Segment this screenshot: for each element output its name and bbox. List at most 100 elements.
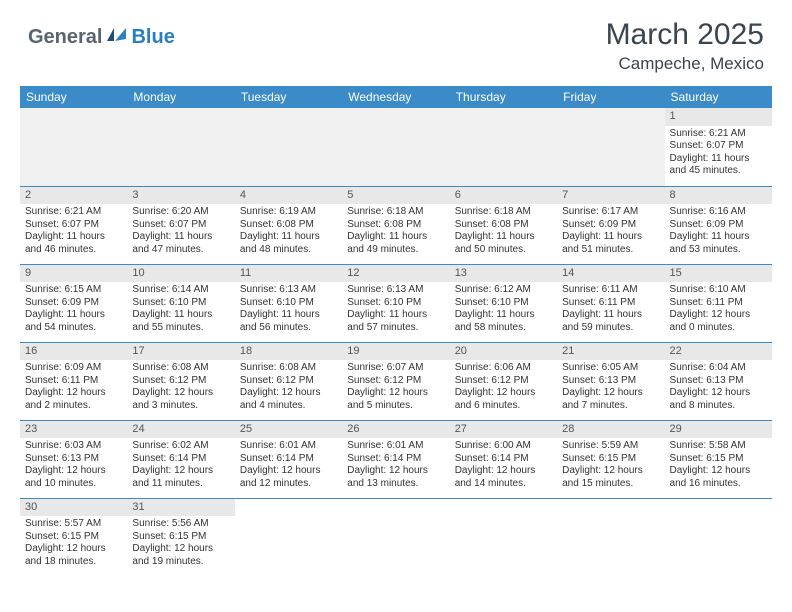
calendar-cell: 30Sunrise: 5:57 AMSunset: 6:15 PMDayligh… <box>20 498 127 576</box>
daylight-text: Daylight: 11 hours and 49 minutes. <box>347 231 444 256</box>
day-number: 20 <box>450 343 557 361</box>
title-block: March 2025 Campeche, Mexico <box>606 18 764 74</box>
day-number: 15 <box>665 265 772 283</box>
calendar-cell: 24Sunrise: 6:02 AMSunset: 6:14 PMDayligh… <box>127 420 234 498</box>
daylight-text: Daylight: 11 hours and 53 minutes. <box>670 231 767 256</box>
sunset-text: Sunset: 6:14 PM <box>240 453 337 466</box>
daylight-text: Daylight: 12 hours and 12 minutes. <box>240 465 337 490</box>
sunrise-text: Sunrise: 6:16 AM <box>670 206 767 219</box>
sunrise-text: Sunrise: 6:08 AM <box>132 362 229 375</box>
calendar-cell: 22Sunrise: 6:04 AMSunset: 6:13 PMDayligh… <box>665 342 772 420</box>
calendar-cell: 17Sunrise: 6:08 AMSunset: 6:12 PMDayligh… <box>127 342 234 420</box>
calendar-cell: 8Sunrise: 6:16 AMSunset: 6:09 PMDaylight… <box>665 186 772 264</box>
daylight-text: Daylight: 11 hours and 54 minutes. <box>25 309 122 334</box>
sunset-text: Sunset: 6:14 PM <box>132 453 229 466</box>
sunrise-text: Sunrise: 6:06 AM <box>455 362 552 375</box>
calendar-cell: 25Sunrise: 6:01 AMSunset: 6:14 PMDayligh… <box>235 420 342 498</box>
daylight-text: Daylight: 12 hours and 0 minutes. <box>670 309 767 334</box>
sunset-text: Sunset: 6:09 PM <box>562 219 659 232</box>
sunset-text: Sunset: 6:11 PM <box>670 297 767 310</box>
calendar-cell: 14Sunrise: 6:11 AMSunset: 6:11 PMDayligh… <box>557 264 664 342</box>
sunrise-text: Sunrise: 6:21 AM <box>670 128 767 141</box>
day-number: 22 <box>665 343 772 361</box>
calendar-week-row: 9Sunrise: 6:15 AMSunset: 6:09 PMDaylight… <box>20 264 772 342</box>
sunrise-text: Sunrise: 6:03 AM <box>25 440 122 453</box>
sunset-text: Sunset: 6:15 PM <box>670 453 767 466</box>
sunrise-text: Sunrise: 6:05 AM <box>562 362 659 375</box>
calendar-cell: 11Sunrise: 6:13 AMSunset: 6:10 PMDayligh… <box>235 264 342 342</box>
calendar-cell: 26Sunrise: 6:01 AMSunset: 6:14 PMDayligh… <box>342 420 449 498</box>
daylight-text: Daylight: 12 hours and 15 minutes. <box>562 465 659 490</box>
header: General Blue March 2025 Campeche, Mexico <box>0 0 792 80</box>
daylight-text: Daylight: 12 hours and 6 minutes. <box>455 387 552 412</box>
sunset-text: Sunset: 6:08 PM <box>347 219 444 232</box>
calendar-cell <box>235 498 342 576</box>
daylight-text: Daylight: 12 hours and 18 minutes. <box>25 543 122 568</box>
sunset-text: Sunset: 6:12 PM <box>240 375 337 388</box>
sunrise-text: Sunrise: 6:02 AM <box>132 440 229 453</box>
sunset-text: Sunset: 6:13 PM <box>562 375 659 388</box>
daylight-text: Daylight: 12 hours and 7 minutes. <box>562 387 659 412</box>
calendar-cell: 29Sunrise: 5:58 AMSunset: 6:15 PMDayligh… <box>665 420 772 498</box>
sunset-text: Sunset: 6:15 PM <box>132 531 229 544</box>
calendar-week-row: 2Sunrise: 6:21 AMSunset: 6:07 PMDaylight… <box>20 186 772 264</box>
calendar-cell: 6Sunrise: 6:18 AMSunset: 6:08 PMDaylight… <box>450 186 557 264</box>
sunset-text: Sunset: 6:14 PM <box>455 453 552 466</box>
day-number: 21 <box>557 343 664 361</box>
sunset-text: Sunset: 6:11 PM <box>25 375 122 388</box>
calendar-week-row: 30Sunrise: 5:57 AMSunset: 6:15 PMDayligh… <box>20 498 772 576</box>
flag-icon <box>106 26 128 49</box>
daylight-text: Daylight: 11 hours and 48 minutes. <box>240 231 337 256</box>
sunrise-text: Sunrise: 6:19 AM <box>240 206 337 219</box>
calendar-week-row: 23Sunrise: 6:03 AMSunset: 6:13 PMDayligh… <box>20 420 772 498</box>
sunset-text: Sunset: 6:07 PM <box>670 140 767 153</box>
sunset-text: Sunset: 6:10 PM <box>455 297 552 310</box>
day-number: 23 <box>20 421 127 439</box>
sunset-text: Sunset: 6:12 PM <box>347 375 444 388</box>
calendar-cell: 18Sunrise: 6:08 AMSunset: 6:12 PMDayligh… <box>235 342 342 420</box>
sunrise-text: Sunrise: 6:20 AM <box>132 206 229 219</box>
calendar-cell <box>127 108 234 186</box>
logo: General Blue <box>28 26 175 49</box>
sunrise-text: Sunrise: 6:10 AM <box>670 284 767 297</box>
calendar-cell: 4Sunrise: 6:19 AMSunset: 6:08 PMDaylight… <box>235 186 342 264</box>
sunset-text: Sunset: 6:15 PM <box>25 531 122 544</box>
calendar-cell <box>557 498 664 576</box>
sunset-text: Sunset: 6:07 PM <box>132 219 229 232</box>
weekday-header: Wednesday <box>342 86 449 108</box>
sunrise-text: Sunrise: 6:18 AM <box>347 206 444 219</box>
sunrise-text: Sunrise: 6:13 AM <box>347 284 444 297</box>
weekday-header: Sunday <box>20 86 127 108</box>
day-number: 8 <box>665 187 772 205</box>
sunrise-text: Sunrise: 6:11 AM <box>562 284 659 297</box>
calendar-cell: 13Sunrise: 6:12 AMSunset: 6:10 PMDayligh… <box>450 264 557 342</box>
day-number: 25 <box>235 421 342 439</box>
calendar-cell <box>342 108 449 186</box>
calendar-cell: 2Sunrise: 6:21 AMSunset: 6:07 PMDaylight… <box>20 186 127 264</box>
location-subtitle: Campeche, Mexico <box>606 54 764 74</box>
calendar-cell: 9Sunrise: 6:15 AMSunset: 6:09 PMDaylight… <box>20 264 127 342</box>
calendar-body: 1Sunrise: 6:21 AMSunset: 6:07 PMDaylight… <box>20 108 772 576</box>
calendar-cell <box>665 498 772 576</box>
daylight-text: Daylight: 12 hours and 11 minutes. <box>132 465 229 490</box>
calendar-cell: 12Sunrise: 6:13 AMSunset: 6:10 PMDayligh… <box>342 264 449 342</box>
day-number: 26 <box>342 421 449 439</box>
weekday-header: Tuesday <box>235 86 342 108</box>
sunrise-text: Sunrise: 6:14 AM <box>132 284 229 297</box>
daylight-text: Daylight: 12 hours and 5 minutes. <box>347 387 444 412</box>
sunset-text: Sunset: 6:07 PM <box>25 219 122 232</box>
day-number: 28 <box>557 421 664 439</box>
weekday-header: Monday <box>127 86 234 108</box>
day-number: 11 <box>235 265 342 283</box>
day-number: 5 <box>342 187 449 205</box>
calendar-cell: 20Sunrise: 6:06 AMSunset: 6:12 PMDayligh… <box>450 342 557 420</box>
sunrise-text: Sunrise: 6:00 AM <box>455 440 552 453</box>
daylight-text: Daylight: 12 hours and 8 minutes. <box>670 387 767 412</box>
sunrise-text: Sunrise: 6:15 AM <box>25 284 122 297</box>
sunrise-text: Sunrise: 6:04 AM <box>670 362 767 375</box>
sunrise-text: Sunrise: 6:08 AM <box>240 362 337 375</box>
day-number: 1 <box>665 108 772 126</box>
daylight-text: Daylight: 12 hours and 16 minutes. <box>670 465 767 490</box>
calendar-week-row: 1Sunrise: 6:21 AMSunset: 6:07 PMDaylight… <box>20 108 772 186</box>
calendar-cell: 28Sunrise: 5:59 AMSunset: 6:15 PMDayligh… <box>557 420 664 498</box>
